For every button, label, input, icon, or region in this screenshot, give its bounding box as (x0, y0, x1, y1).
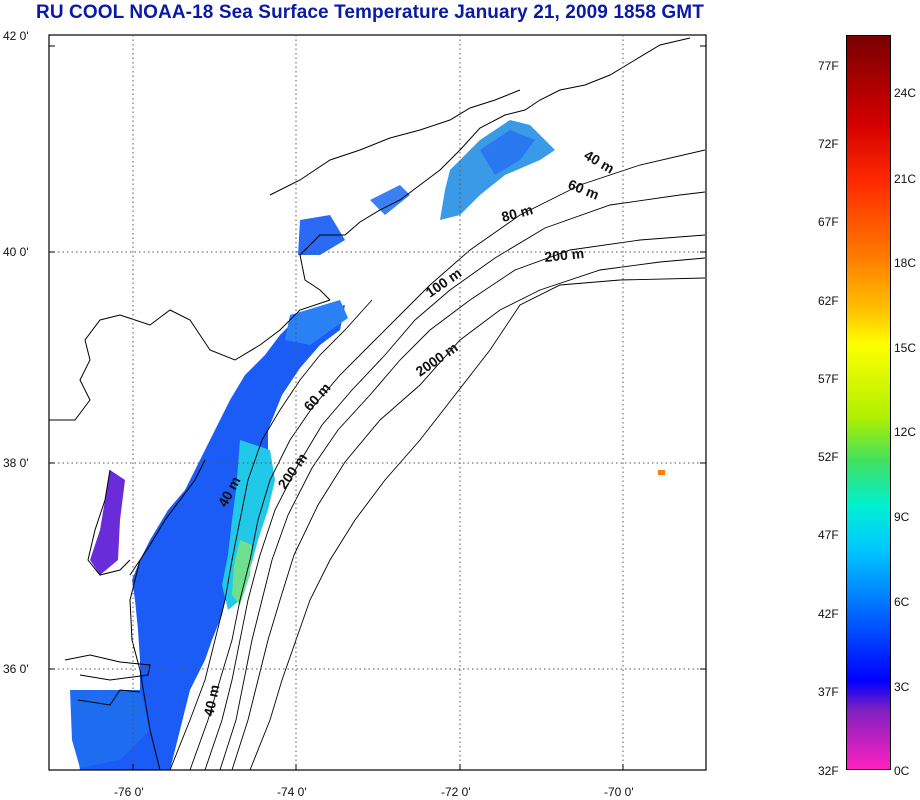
sst-patch-southern (78, 305, 345, 770)
lon-label: -74 0' (277, 785, 307, 799)
lat-label: 38 0' (3, 456, 29, 470)
colorbar-c-label: 0C (894, 764, 910, 778)
sst-patch-li (370, 185, 410, 215)
isobath-2000m (249, 277, 706, 771)
isobath-200m (231, 257, 706, 771)
map-frame (48, 34, 707, 771)
colorbar-c-label: 24C (894, 86, 917, 100)
colorbar-f-label: 42F (818, 607, 839, 621)
colorbar-f-label: 47F (818, 528, 839, 542)
colorbar-f-label: 37F (818, 685, 839, 699)
colorbar-f-label: 67F (818, 215, 839, 229)
isobaths (169, 149, 706, 771)
colorbar-f-label: 57F (818, 372, 839, 386)
colorbar-f-label: 72F (818, 137, 839, 151)
isobath-label: 40 m (200, 683, 222, 718)
colorbar-c-label: 15C (894, 341, 917, 355)
coastline (49, 37, 691, 771)
colorbar-c-label: 21C (894, 172, 917, 186)
lat-label: 42 0' (3, 29, 29, 43)
colorbar-c-label: 18C (894, 256, 917, 270)
lon-label: -70 0' (604, 785, 634, 799)
colorbar-c-label: 3C (894, 680, 910, 694)
sst-warm-pixel (658, 470, 665, 475)
sst-layer (70, 120, 555, 770)
colorbar-c-label: 6C (894, 595, 910, 609)
colorbar-f-label: 32F (818, 764, 839, 778)
colorbar-f-label: 62F (818, 294, 839, 308)
isobath-60m (189, 149, 706, 771)
colorbar-f-label: 52F (818, 450, 839, 464)
colorbar-f-label: 77F (818, 59, 839, 73)
sst-patch-sne-inner (480, 130, 535, 175)
lon-label: -72 0' (441, 785, 471, 799)
lon-label: -76 0' (114, 785, 144, 799)
temperature-colorbar (846, 35, 891, 770)
colorbar-c-label: 12C (894, 425, 917, 439)
colorbar-c-label: 9C (894, 510, 910, 524)
isobath-40m (169, 299, 373, 771)
isobath-80m (204, 191, 706, 771)
graticule (49, 35, 706, 770)
sst-patch-bay (90, 470, 125, 575)
sst-patch-gulfstream-edge (232, 540, 252, 605)
tick-marks (49, 45, 706, 770)
isobath-label: 200 m (544, 245, 585, 265)
sst-patch-sound (70, 690, 150, 768)
isobath-label: 80 m (500, 201, 535, 225)
lat-label: 36 0' (3, 662, 29, 676)
lat-label: 40 0' (3, 245, 29, 259)
sst-patch-delaware (285, 300, 348, 345)
map-title: RU COOL NOAA-18 Sea Surface Temperature … (36, 2, 704, 23)
isobath-100m (219, 234, 706, 771)
